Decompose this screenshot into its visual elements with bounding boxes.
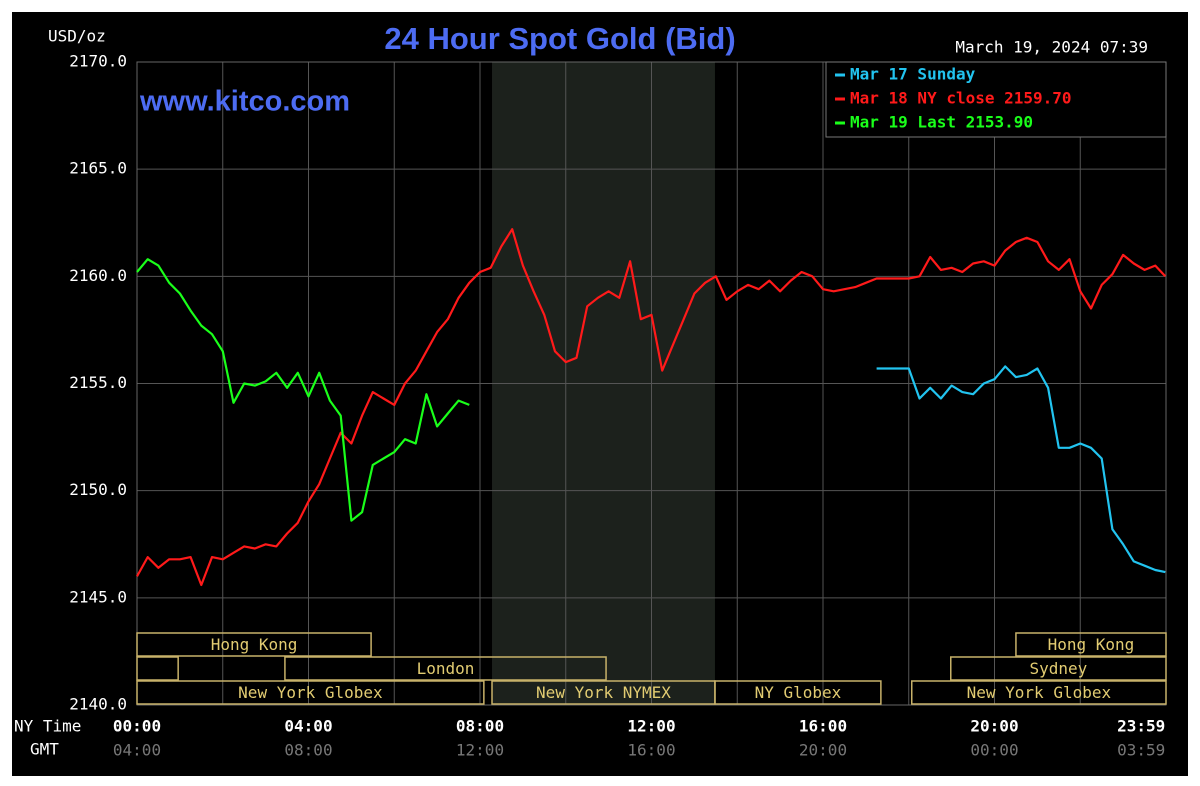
y-tick-label: 2160.0 [69, 266, 127, 285]
gmt-tick-label: 12:00 [456, 741, 504, 760]
watermark: www.kitco.com [139, 86, 350, 118]
x-tick-label: 23:59 [1117, 717, 1165, 736]
legend-box [825, 61, 1167, 138]
y-tick-label: 2155.0 [69, 373, 127, 392]
session-label: Hong Kong [1048, 635, 1135, 654]
session-box [136, 680, 485, 705]
y-tick-label: 2165.0 [69, 159, 127, 178]
legend-label: Mar 17 Sunday [850, 65, 976, 84]
price-line [136, 228, 1167, 587]
y-unit-label: USD/oz [48, 27, 106, 46]
session-label: Hong Kong [211, 635, 298, 654]
x-tick-label: 04:00 [284, 717, 332, 736]
session-label: New York NYMEX [536, 683, 671, 702]
session-label: London [417, 659, 475, 678]
price-line [136, 258, 470, 522]
y-tick-label: 2145.0 [69, 587, 127, 606]
session-label: New York Globex [238, 683, 383, 702]
session-box [284, 656, 607, 681]
y-tick-label: 2140.0 [69, 695, 127, 714]
gmt-tick-label: 16:00 [627, 741, 675, 760]
y-tick-label: 2170.0 [69, 52, 127, 71]
gmt-tick-label: 20:00 [799, 741, 847, 760]
session-box [911, 680, 1167, 705]
x-axis-label: NY Time [14, 717, 81, 736]
gmt-tick-label: 00:00 [970, 741, 1018, 760]
x-tick-label: 20:00 [970, 717, 1018, 736]
session-box [950, 656, 1167, 681]
legend-label: Mar 18 NY close 2159.70 [850, 89, 1072, 108]
session-box [136, 632, 372, 657]
price-line [876, 365, 1166, 574]
x-tick-label: 08:00 [456, 717, 504, 736]
plot-border [136, 61, 1167, 706]
session-label: Sydney [1029, 659, 1087, 678]
session-box [1015, 632, 1167, 657]
session-box [714, 680, 882, 705]
date-label: March 19, 2024 07:39 [955, 38, 1148, 57]
x-tick-label: 12:00 [627, 717, 675, 736]
gmt-tick-label: 04:00 [113, 741, 161, 760]
session-label: NY Globex [755, 683, 842, 702]
gmt-tick-label: 08:00 [284, 741, 332, 760]
chart-title: 24 Hour Spot Gold (Bid) [384, 21, 735, 56]
session-label: New York Globex [967, 683, 1112, 702]
gmt-tick-label: 03:59 [1117, 741, 1165, 760]
x-tick-label: 16:00 [799, 717, 847, 736]
legend-label: Mar 19 Last 2153.90 [850, 113, 1033, 132]
x2-axis-label: GMT [30, 740, 59, 759]
y-tick-label: 2150.0 [69, 480, 127, 499]
session-box [136, 656, 179, 681]
x-tick-label: 00:00 [113, 717, 161, 736]
